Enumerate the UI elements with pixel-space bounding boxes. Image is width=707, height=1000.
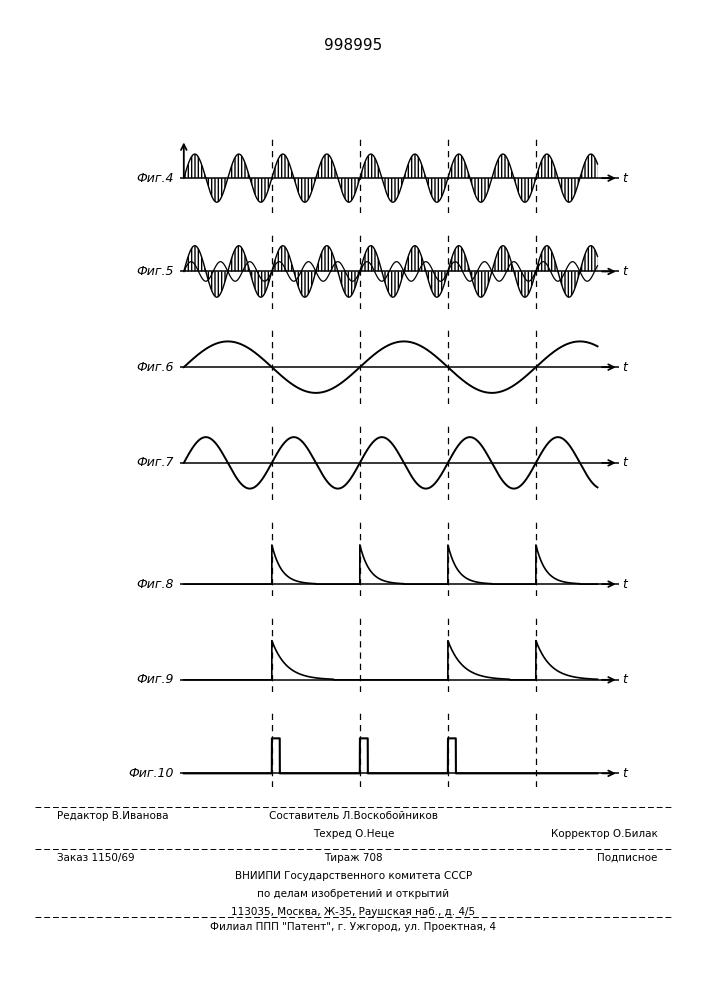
Text: ВНИИПИ Государственного комитета СССР: ВНИИПИ Государственного комитета СССР: [235, 871, 472, 881]
Text: по делам изобретений и открытий: по делам изобретений и открытий: [257, 889, 450, 899]
Text: t: t: [622, 456, 627, 469]
Text: t: t: [622, 578, 627, 591]
Text: Подписное: Подписное: [597, 853, 658, 863]
Text: t: t: [622, 172, 627, 185]
Text: t: t: [622, 673, 627, 686]
Text: Фиг.9: Фиг.9: [136, 673, 174, 686]
Text: Фиг.5: Фиг.5: [136, 265, 174, 278]
Text: t: t: [622, 265, 627, 278]
Text: Фиг.4: Фиг.4: [136, 172, 174, 185]
Text: Составитель Л.Воскобойников: Составитель Л.Воскобойников: [269, 811, 438, 821]
Text: Фиг.10: Фиг.10: [129, 767, 174, 780]
Text: 113035, Москва, Ж-35, Раушская наб., д. 4/5: 113035, Москва, Ж-35, Раушская наб., д. …: [231, 907, 476, 917]
Text: Фиг.6: Фиг.6: [136, 361, 174, 374]
Text: Редактор В.Иванова: Редактор В.Иванова: [57, 811, 168, 821]
Text: Тираж 708: Тираж 708: [325, 853, 382, 863]
Text: Фиг.7: Фиг.7: [136, 456, 174, 469]
Text: 998995: 998995: [325, 37, 382, 52]
Text: Заказ 1150/69: Заказ 1150/69: [57, 853, 134, 863]
Text: Филиал ППП "Патент", г. Ужгород, ул. Проектная, 4: Филиал ППП "Патент", г. Ужгород, ул. Про…: [211, 922, 496, 932]
Text: Корректор О.Билак: Корректор О.Билак: [551, 829, 658, 839]
Text: t: t: [622, 361, 627, 374]
Text: Техред О.Неце: Техред О.Неце: [312, 829, 395, 839]
Text: t: t: [622, 767, 627, 780]
Text: Фиг.8: Фиг.8: [136, 578, 174, 591]
